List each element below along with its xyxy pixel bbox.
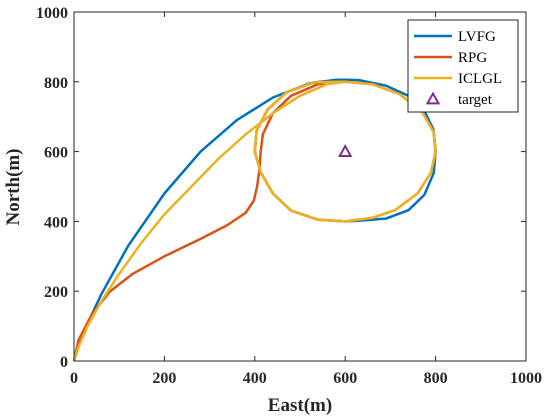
legend-label-target: target [458, 92, 493, 108]
target-marker [338, 144, 353, 157]
legend-label-rpg: RPG [458, 50, 487, 66]
x-tick-label: 1000 [510, 370, 542, 387]
y-axis-ticks: 0 200 400 600 800 1000 [36, 5, 526, 371]
x-tick-label: 200 [152, 370, 176, 387]
plot-markers [338, 144, 353, 157]
plot-lines [72, 78, 437, 362]
x-axis-label: East(m) [268, 395, 332, 416]
y-tick-label: 600 [44, 145, 68, 162]
plot-frame [73, 11, 527, 362]
legend-swatch-target [425, 91, 441, 105]
legend-label-iclgl: ICLGL [458, 71, 502, 87]
y-axis-label: North(m) [3, 148, 24, 225]
y-tick-label: 1000 [36, 5, 68, 22]
y-tick-label: 400 [44, 214, 68, 231]
y-tick-label: 200 [44, 284, 68, 301]
legend: LVFG RPG ICLGL target [407, 19, 519, 113]
y-tick-label: 0 [60, 354, 68, 371]
x-tick-label: 0 [70, 370, 78, 387]
legend-label-lvfg: LVFG [458, 29, 496, 45]
y-tick-label: 800 [44, 75, 68, 92]
x-tick-label: 600 [333, 370, 357, 387]
series-line-iclgl [72, 80, 437, 362]
x-tick-label: 800 [424, 370, 448, 387]
x-axis-ticks: 0 200 400 600 800 1000 [70, 12, 542, 387]
x-tick-label: 400 [243, 370, 267, 387]
